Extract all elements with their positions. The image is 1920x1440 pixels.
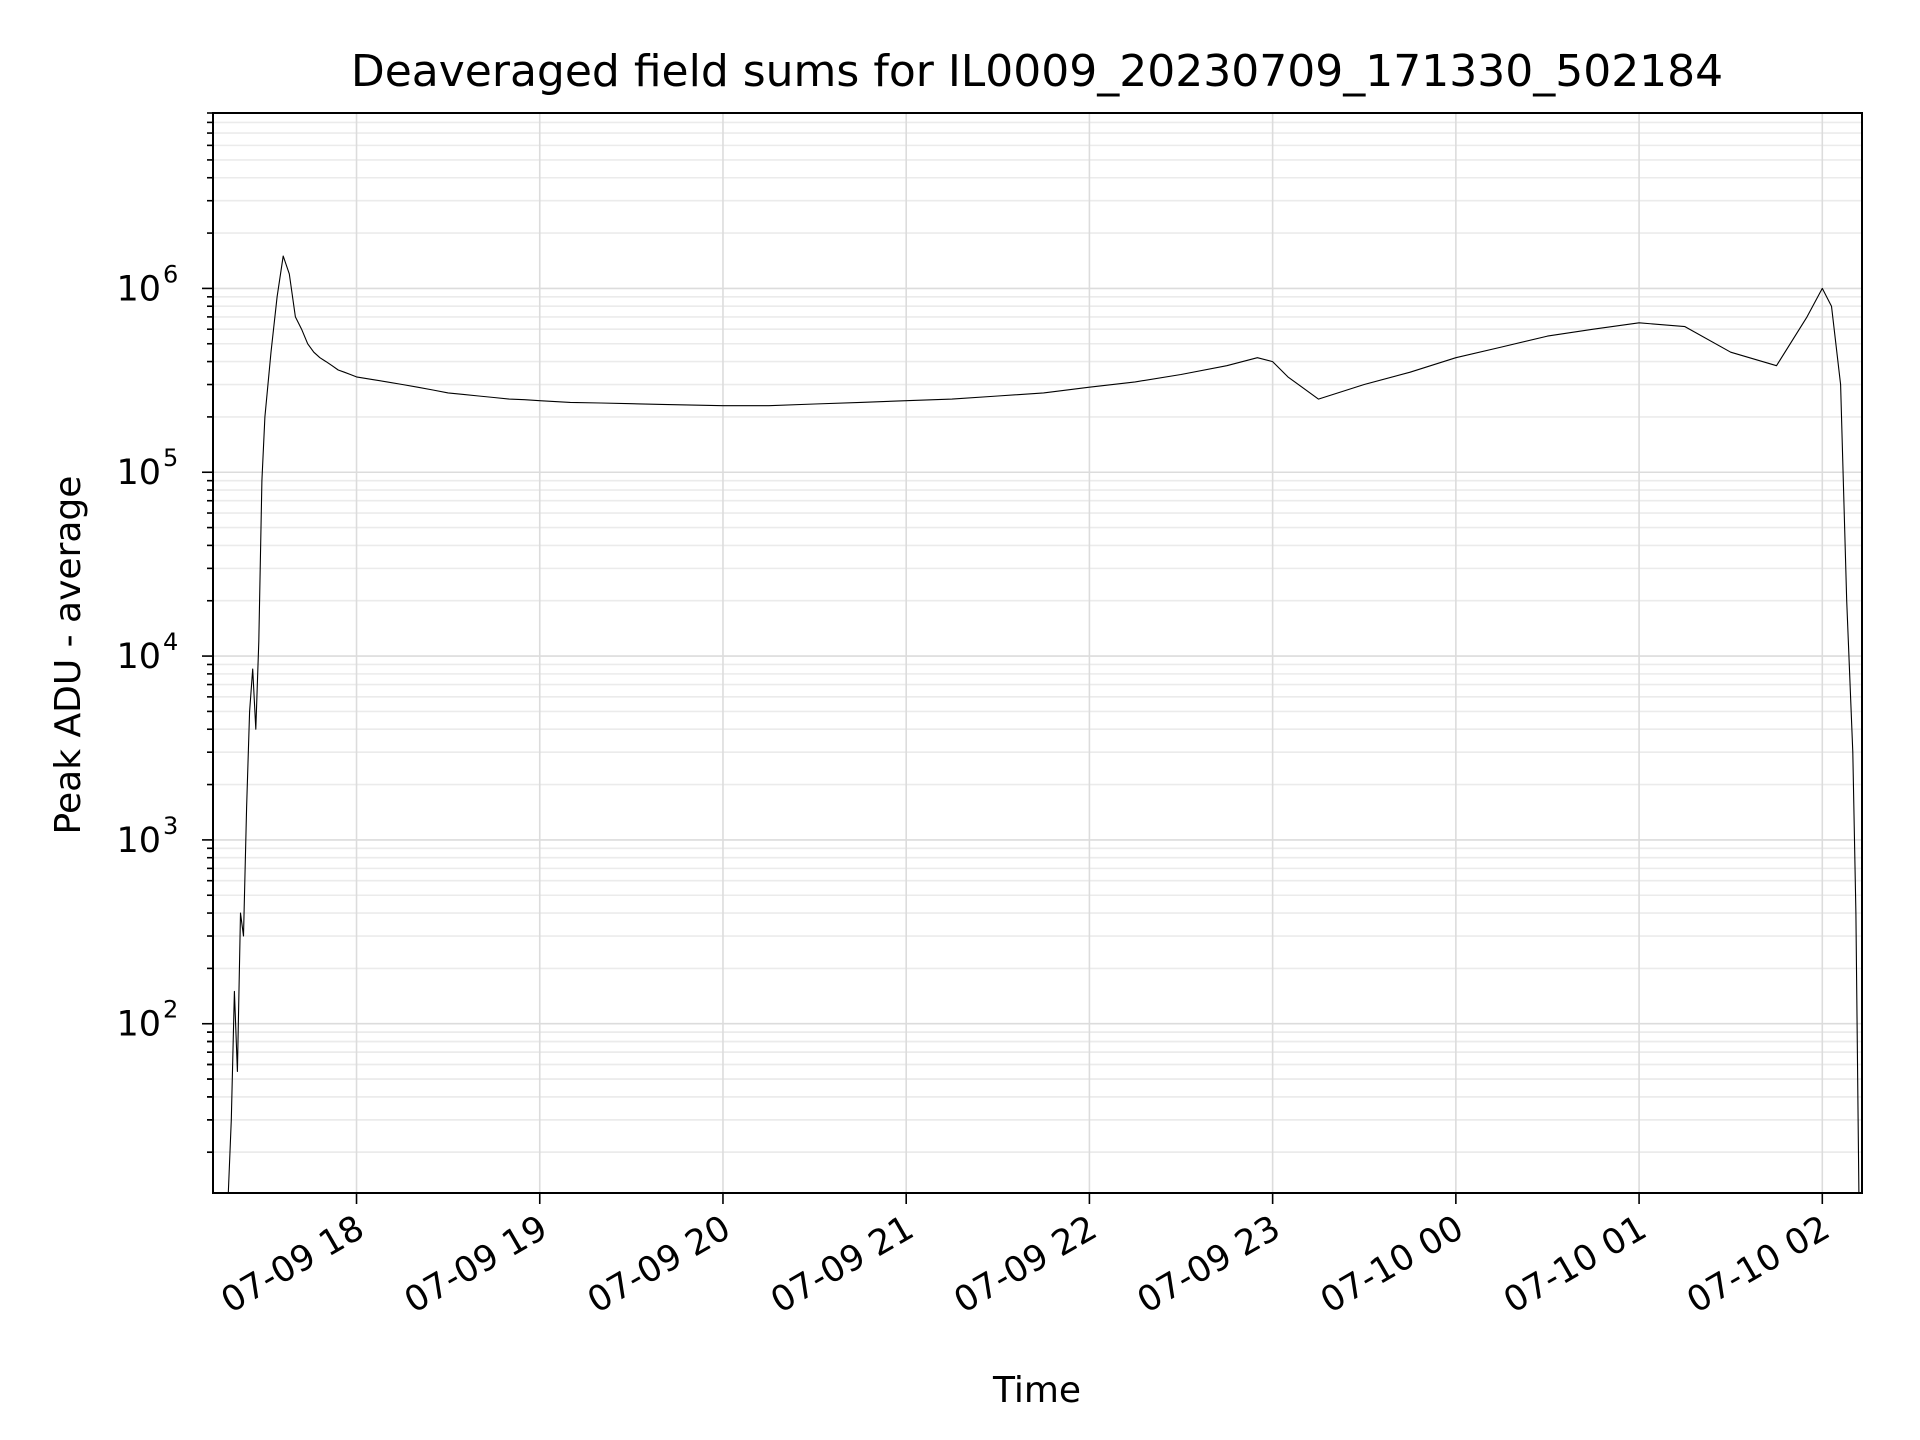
y-tick-exponent: 2	[163, 996, 178, 1024]
major-gridlines	[213, 113, 1862, 1193]
y-tick-exponent: 5	[163, 444, 178, 472]
y-tick-label: 10	[116, 1005, 161, 1045]
minor-gridlines	[213, 112, 1862, 1154]
y-tick-label: 10	[116, 637, 161, 677]
y-tick-exponent: 3	[163, 812, 178, 840]
y-tick-label: 10	[116, 453, 161, 493]
axis-ticks	[202, 112, 1824, 1204]
y-axis-label: Peak ADU - average	[48, 476, 89, 835]
y-tick-exponent: 6	[163, 260, 178, 288]
chart-title: Deaveraged field sums for IL0009_2023070…	[351, 46, 1723, 97]
y-tick-label: 10	[116, 269, 161, 309]
y-tick-exponent: 4	[163, 628, 178, 656]
plot-frame	[212, 112, 1863, 1194]
x-axis-label: Time	[992, 1370, 1081, 1411]
series-layer	[227, 255, 1860, 1194]
y-tick-label: 10	[116, 821, 161, 861]
series-line	[227, 255, 1860, 1194]
